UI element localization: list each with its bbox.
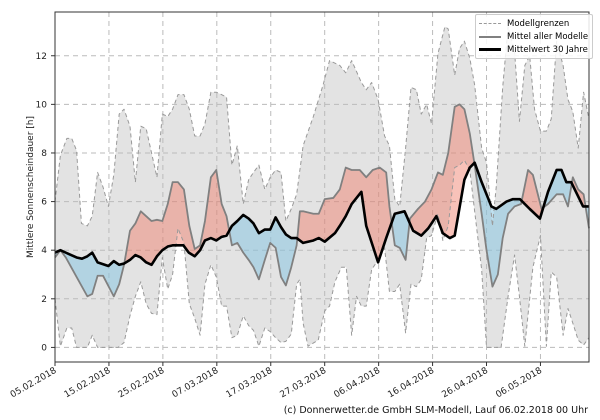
legend-label: Mittel aller Modelle <box>507 31 589 42</box>
y-tick-label: 10 <box>36 100 48 110</box>
dashed-line-swatch <box>479 23 501 24</box>
y-tick-label: 2 <box>41 295 47 305</box>
x-tick-label: 06.04.2018 <box>333 366 383 401</box>
x-tick-label: 05.02.2018 <box>9 366 59 401</box>
gray-line-swatch <box>479 35 501 38</box>
x-tick-label: 26.04.2018 <box>440 366 490 401</box>
lower-bound-line <box>54 159 590 348</box>
x-tick-label: 15.02.2018 <box>63 366 113 401</box>
legend-label: Modellgrenzen <box>507 18 570 29</box>
y-tick-label: 6 <box>41 198 47 208</box>
x-tick-label: 27.03.2018 <box>279 366 329 401</box>
y-tick-label: 8 <box>41 149 47 159</box>
black-line-swatch <box>479 48 501 51</box>
y-tick-label: 4 <box>41 246 47 256</box>
below-climate-fill <box>55 162 589 297</box>
y-tick-label: 12 <box>36 52 47 62</box>
x-tick-label: 16.04.2018 <box>386 366 436 401</box>
legend-label: Mittelwert 30 Jahre <box>507 44 588 55</box>
x-tick-label: 17.03.2018 <box>225 366 275 401</box>
legend: Modellgrenzen Mittel aller Modelle Mitte… <box>475 14 593 59</box>
x-tick-label: 25.02.2018 <box>117 366 167 401</box>
legend-item-bounds: Modellgrenzen <box>479 17 589 30</box>
legend-item-climate: Mittelwert 30 Jahre <box>479 43 589 56</box>
y-tick-label: 0 <box>41 343 47 353</box>
legend-item-mean: Mittel aller Modelle <box>479 30 589 43</box>
copyright-footer: (c) Donnerwetter.de GmbH SLM-Modell, Lau… <box>283 405 588 416</box>
climate-mean-line <box>54 161 589 268</box>
upper-bound-line <box>54 26 590 227</box>
x-tick-label: 07.03.2018 <box>171 366 221 401</box>
plot-frame <box>54 11 590 363</box>
x-tick-label: 06.05.2018 <box>494 366 544 401</box>
y-axis-label: Mittlere Sonnenscheindauer [h] <box>26 116 36 258</box>
model-mean-line <box>54 103 590 298</box>
